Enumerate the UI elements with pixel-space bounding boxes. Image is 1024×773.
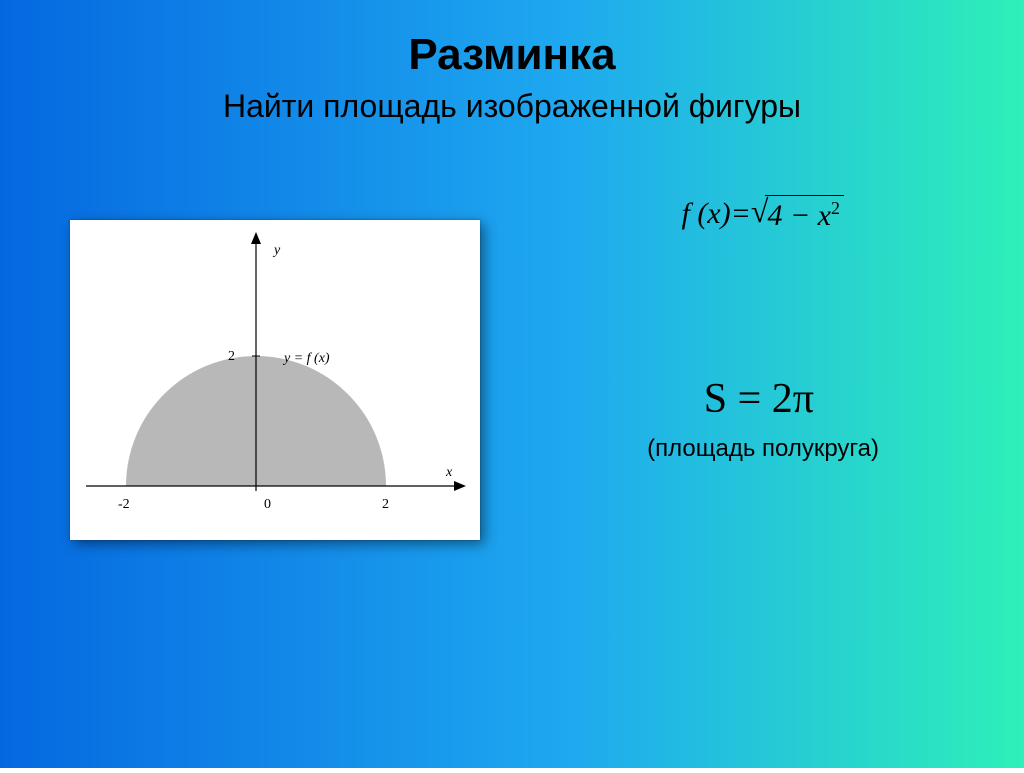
page-title: Разминка [0, 0, 1024, 80]
chart-panel: y x y = f (x) 2 -2 2 0 [70, 220, 480, 540]
sqrt-expression: √ 4 − x2 [751, 195, 844, 233]
tick-y-2: 2 [228, 349, 235, 364]
page-subtitle: Найти площадь изображенной фигуры [0, 80, 1024, 125]
tick-x-minus2: -2 [118, 497, 130, 512]
tick-origin: 0 [264, 497, 271, 512]
x-axis-arrow [454, 481, 466, 491]
answer-caption: (площадь полукруга) [647, 435, 879, 463]
formula-eq: = [731, 197, 751, 231]
area-answer: S = 2π [704, 375, 814, 423]
radicand-base: 4 − x [767, 199, 831, 232]
y-axis-label: y [272, 243, 281, 258]
formula-lhs: f (x) [681, 197, 730, 231]
radicand: 4 − x2 [765, 195, 844, 233]
function-formula: f (x) = √ 4 − x2 [681, 195, 844, 233]
x-axis-label: x [445, 465, 453, 480]
radicand-sup: 2 [831, 198, 840, 218]
y-axis-arrow [251, 232, 261, 244]
semicircle-chart: y x y = f (x) 2 -2 2 0 [76, 226, 474, 534]
curve-label: y = f (x) [282, 351, 330, 366]
tick-x-2: 2 [382, 497, 389, 512]
